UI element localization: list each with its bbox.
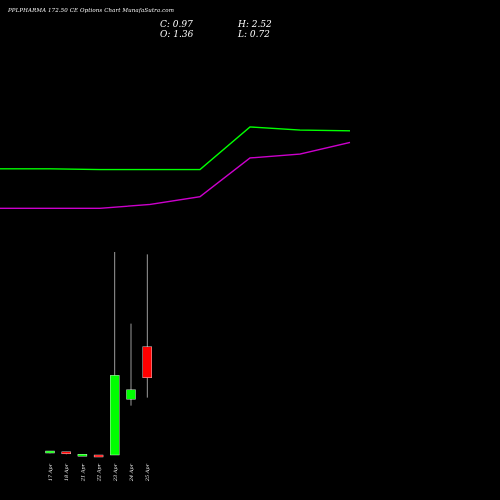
candle — [126, 323, 136, 406]
candle-body — [142, 346, 152, 378]
candle — [93, 454, 104, 458]
x-tick-label: 23 Apr — [113, 463, 119, 482]
candle — [45, 450, 55, 454]
chart-title: PPLPHARMA 172.50 CE Options Chart Munafa… — [8, 8, 175, 14]
candle-body — [110, 375, 120, 456]
candle — [110, 251, 120, 456]
high-value: H: 2.52 — [238, 20, 272, 30]
moving-average-line-2 — [0, 141, 351, 210]
candlestick-layer — [45, 251, 152, 458]
x-tick-label: 21 Apr — [80, 463, 86, 482]
moving-average-line-1 — [0, 126, 351, 171]
open-value: O: 1.36 — [160, 30, 194, 40]
candle — [77, 454, 88, 457]
x-tick-label: 25 Apr — [145, 463, 151, 482]
x-tick-label: 24 Apr — [129, 463, 135, 482]
candle-body — [126, 389, 136, 400]
candle-body — [77, 454, 88, 457]
close-value: C: 0.97 — [160, 20, 193, 30]
candle — [142, 254, 152, 398]
x-tick-label: 17 Apr — [48, 463, 54, 481]
x-tick-label: 18 Apr — [64, 463, 70, 481]
candle-body — [93, 454, 104, 458]
candle — [61, 451, 71, 455]
candle-body — [45, 450, 55, 454]
moving-average-layer — [0, 126, 351, 210]
x-tick-label: 22 Apr — [97, 463, 103, 482]
low-value: L: 0.72 — [238, 30, 270, 40]
x-tick-layer: 17 Apr 18 Apr 21 Apr 22 Apr 23 Apr 24 Apr 25 A… — [48, 463, 151, 482]
candle-body — [61, 451, 71, 455]
